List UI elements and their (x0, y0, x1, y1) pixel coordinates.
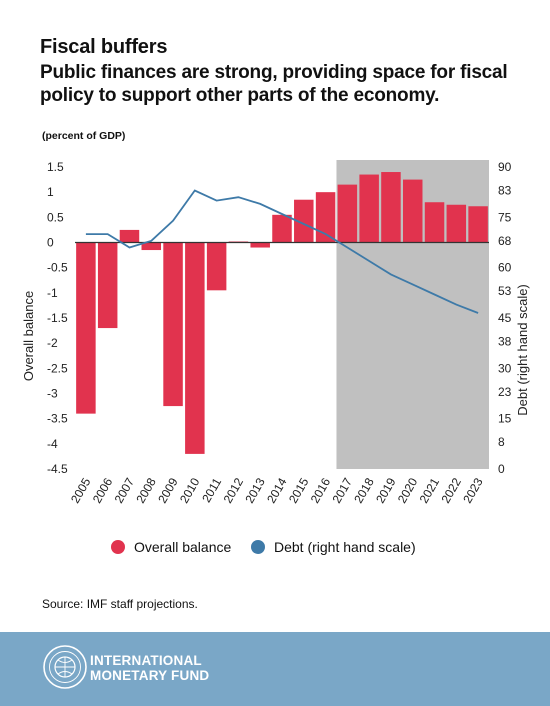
org-name-line1: INTERNATIONAL (90, 653, 202, 668)
balance-bar (119, 229, 140, 243)
y2-tick-label: 53 (498, 284, 512, 298)
chart-subtitle: Public finances are strong, providing sp… (40, 62, 508, 106)
y2-tick-label: 15 (498, 412, 512, 426)
balance-bar (141, 242, 162, 251)
x-tick-label: 2011 (199, 475, 224, 505)
y-tick-label: -4.5 (47, 462, 68, 476)
x-tick-label: 2014 (264, 475, 290, 505)
y2-tick-label: 60 (498, 261, 512, 275)
balance-bar (315, 192, 336, 243)
legend: Overall balance Debt (right hand scale) (0, 539, 550, 559)
y-axis-title: Overall balance (21, 291, 36, 381)
y-tick-label: 0.5 (47, 210, 64, 224)
y-tick-label: -4 (47, 437, 58, 451)
balance-bar (185, 242, 205, 454)
x-tick-label: 2022 (438, 475, 464, 505)
y2-tick-label: 68 (498, 234, 512, 248)
y-tick-label: -3.5 (47, 412, 68, 426)
y2-tick-label: 90 (498, 160, 512, 174)
org-name-line2: MONETARY FUND (90, 668, 210, 683)
x-tick-label: 2006 (90, 475, 116, 505)
y2-tick-label: 75 (498, 210, 512, 224)
x-tick-label: 2010 (177, 475, 203, 505)
source-note: Source: IMF staff projections. (42, 597, 198, 611)
y2-tick-label: 45 (498, 311, 512, 325)
balance-bar (359, 174, 379, 243)
balance-bar (402, 179, 423, 243)
x-tick-label: 2019 (373, 475, 399, 505)
debt-line (85, 189, 479, 314)
legend-label-debt: Debt (right hand scale) (274, 539, 416, 555)
x-tick-label: 2012 (221, 475, 247, 505)
legend-label-balance: Overall balance (134, 539, 232, 555)
balance-bar (250, 242, 270, 248)
x-tick-label: 2009 (155, 475, 181, 505)
x-tick-label: 2005 (68, 475, 94, 505)
legend-swatch-debt (251, 540, 265, 554)
footer-banner: INTERNATIONAL MONETARY FUND (0, 632, 550, 706)
balance-bar (424, 202, 445, 243)
x-tick-label: 2018 (351, 475, 377, 505)
x-tick-label: 2016 (308, 475, 334, 505)
balance-bar (337, 184, 358, 243)
balance-bar (446, 204, 467, 243)
y2-tick-label: 30 (498, 361, 512, 375)
balance-bar (272, 214, 292, 243)
y2-tick-label: 8 (498, 435, 505, 449)
y-tick-label: 0 (47, 236, 54, 250)
y-tick-label: 1.5 (47, 160, 64, 174)
balance-bar (294, 199, 314, 243)
legend-item-balance: Overall balance (111, 539, 231, 555)
y2-axis-title: Debt (right hand scale) (515, 284, 530, 416)
x-tick-label: 2008 (133, 475, 159, 505)
x-tick-label: 2020 (395, 475, 421, 505)
x-tick-label: 2013 (242, 475, 268, 505)
y-tick-label: -2.5 (47, 361, 68, 375)
legend-item-debt: Debt (right hand scale) (251, 539, 416, 555)
y-tick-label: -3 (47, 387, 58, 401)
balance-bar (97, 242, 118, 329)
unit-label: (percent of GDP) (42, 130, 126, 142)
imf-seal-icon (43, 645, 87, 689)
org-name: INTERNATIONAL MONETARY FUND (90, 653, 209, 683)
y-tick-label: 1 (47, 185, 54, 199)
y2-tick-label: 83 (498, 183, 512, 197)
x-tick-label: 2007 (112, 475, 138, 505)
y2-tick-label: 23 (498, 385, 512, 399)
balance-bar (163, 242, 183, 407)
y-tick-label: -1 (47, 286, 58, 300)
legend-swatch-balance (111, 540, 125, 554)
balance-bar (468, 206, 488, 243)
y-tick-label: -1.5 (47, 311, 68, 325)
chart-canvas: 1.510.50-0.5-1-1.5-2-2.5-3-3.5-4-4.59083… (21, 160, 530, 506)
y2-tick-label: 38 (498, 334, 512, 348)
x-tick-label: 2023 (460, 475, 486, 505)
y2-tick-label: 0 (498, 462, 505, 476)
x-tick-label: 2015 (286, 475, 312, 505)
x-tick-label: 2017 (329, 475, 355, 505)
y-tick-label: -0.5 (47, 261, 68, 275)
balance-bar (381, 172, 401, 243)
balance-bar (206, 242, 227, 291)
chart-title: Fiscal buffers (40, 36, 168, 58)
balance-bar (76, 242, 96, 414)
x-tick-label: 2021 (417, 475, 443, 505)
y-tick-label: -2 (47, 336, 58, 350)
